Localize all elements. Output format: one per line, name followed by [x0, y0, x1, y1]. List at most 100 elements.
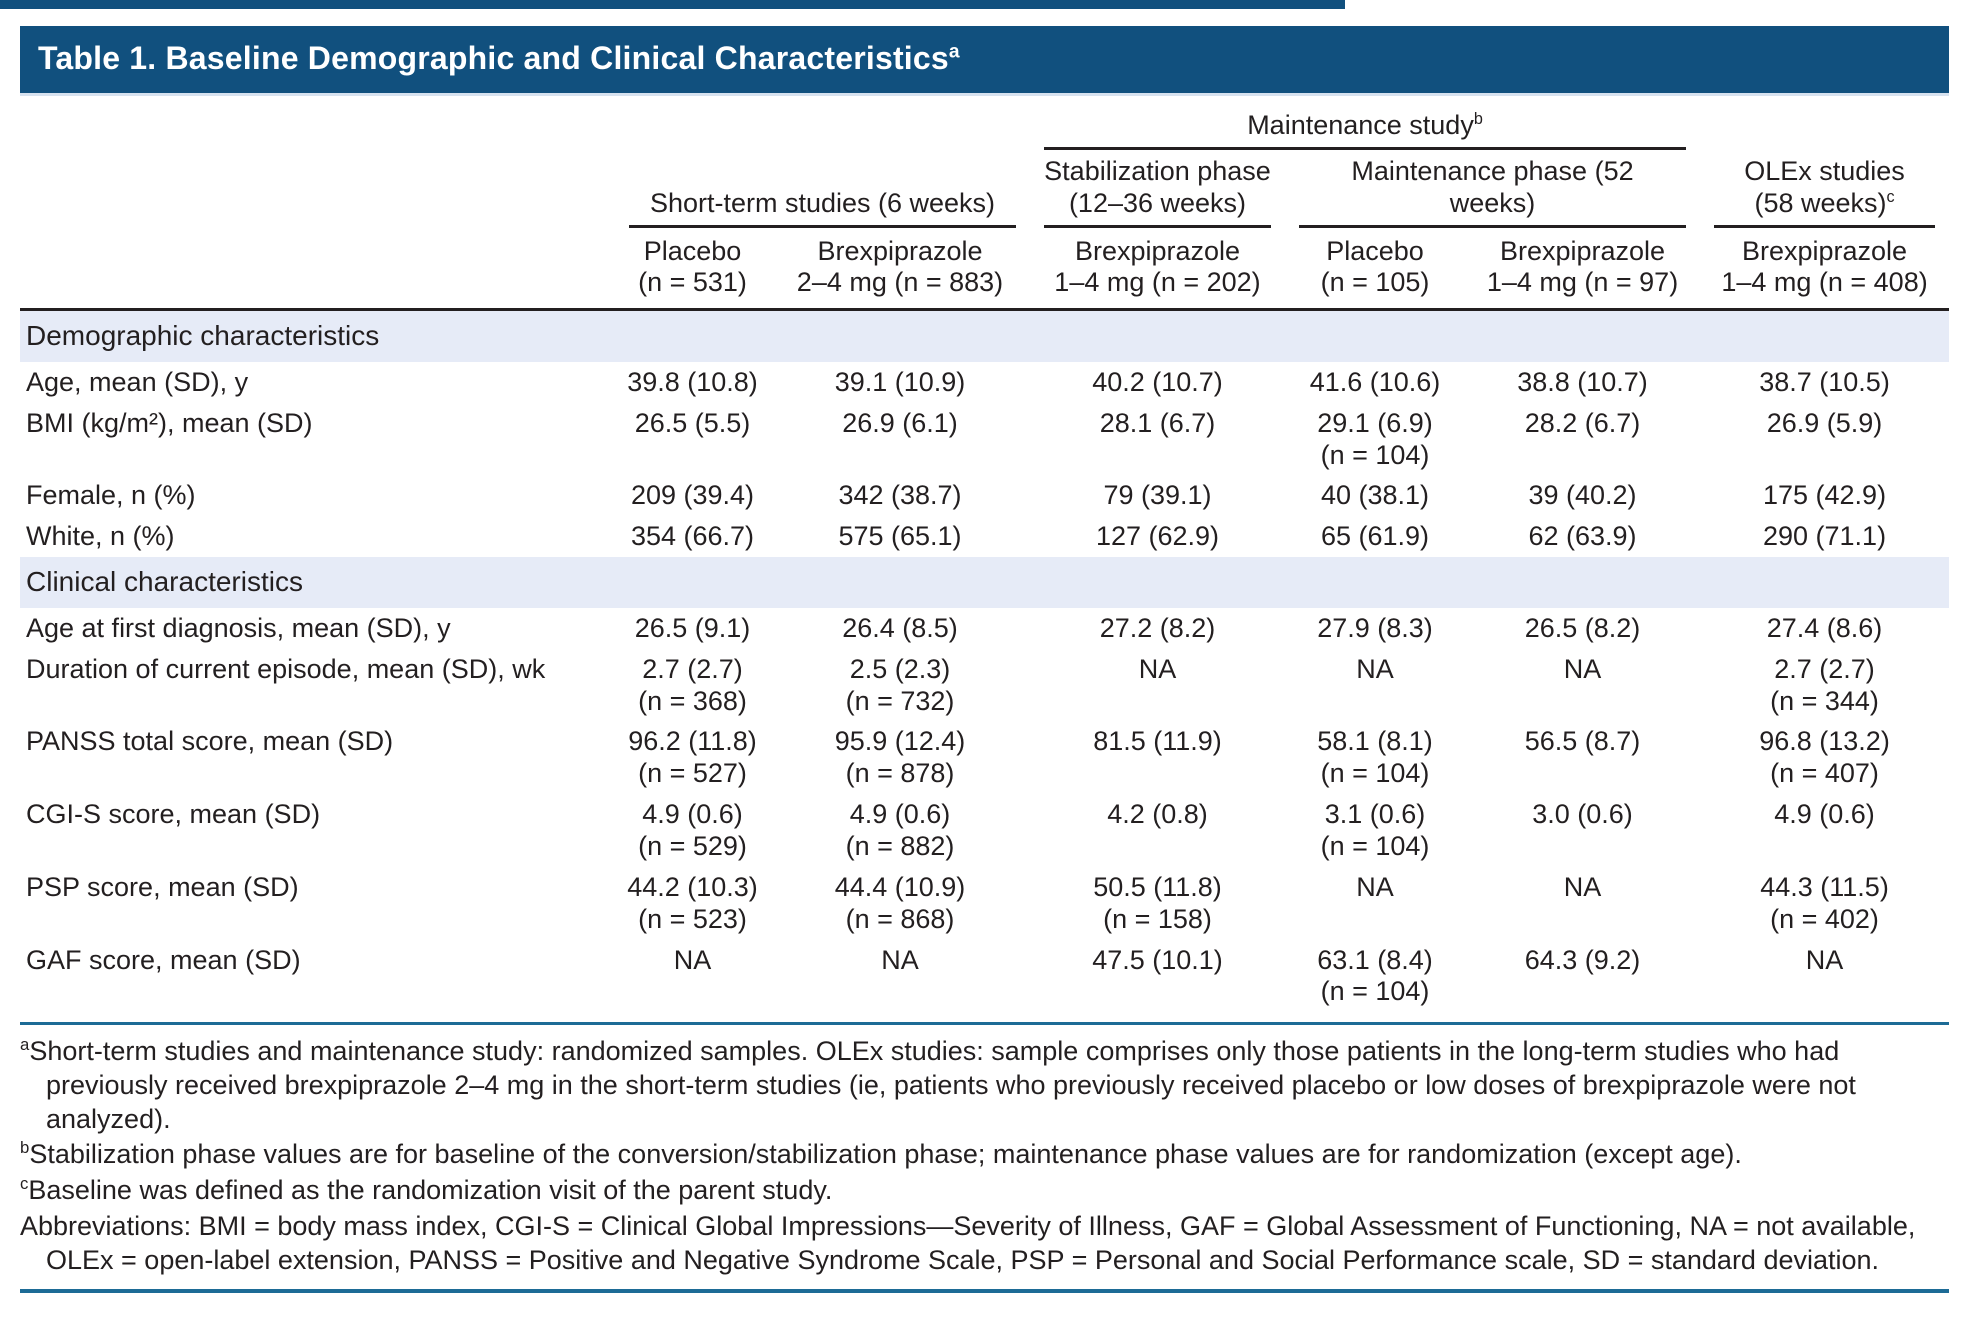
row-label: PSP score, mean (SD)	[26, 871, 299, 902]
row-label: White, n (%)	[26, 521, 175, 552]
cell: 290 (71.1)	[1700, 516, 1949, 557]
cell-value: 3.1 (0.6)	[1324, 799, 1426, 830]
cell-value: 40 (38.1)	[1320, 480, 1430, 511]
section-label: Demographic characteristics	[20, 308, 1950, 362]
cell-value: 29.1 (6.9)	[1317, 407, 1433, 438]
cell: 41.6 (10.6)	[1285, 362, 1465, 403]
cell-value: 62 (63.9)	[1528, 521, 1637, 552]
cell: 28.2 (6.7)	[1465, 403, 1700, 476]
table-row-age-first-diagnosis: Age at first diagnosis, mean (SD), y 26.…	[20, 608, 1949, 649]
header-olex-studies: OLEx studies (58 weeks)c	[1700, 150, 1949, 228]
cell: 27.4 (8.6)	[1700, 608, 1949, 649]
cell-value: 39 (40.2)	[1528, 480, 1637, 511]
table-title-bar: Table 1. Baseline Demographic and Clinic…	[20, 26, 1949, 96]
cell: 4.9 (0.6) (n = 529)	[615, 794, 770, 867]
footnote-text: Stabilization phase values are for basel…	[29, 1139, 1742, 1170]
cell: 27.2 (8.2)	[1030, 608, 1285, 649]
row-label: Age at first diagnosis, mean (SD), y	[26, 612, 451, 643]
cell-value: 39.8 (10.8)	[627, 366, 758, 397]
cell: 65 (61.9)	[1285, 516, 1465, 557]
footnote-b: bStabilization phase values are for base…	[20, 1138, 1949, 1172]
header-spacer	[20, 150, 615, 228]
cell-value: 26.5 (8.2)	[1524, 612, 1641, 643]
cell: 28.1 (6.7)	[1030, 403, 1285, 476]
cell: 2.7 (2.7) (n = 344)	[1700, 649, 1949, 722]
cell-subvalue: (n = 368)	[638, 685, 747, 716]
cell-value: 27.9 (8.3)	[1317, 612, 1433, 643]
column-header-line1: Brexpiprazole	[817, 235, 983, 266]
cell-value: 47.5 (10.1)	[1092, 944, 1223, 975]
cell-value: 3.0 (0.6)	[1532, 799, 1633, 830]
cell: NA	[770, 940, 1030, 1013]
cell-value: 290 (71.1)	[1762, 521, 1887, 552]
column-header-line2: (n = 105)	[1320, 267, 1430, 298]
table-title: Table 1. Baseline Demographic and Clinic…	[38, 40, 949, 76]
footnote-marker: b	[20, 1138, 30, 1158]
table-row-duration-current-episode: Duration of current episode, mean (SD), …	[20, 649, 1949, 722]
header-row-study-group: Maintenance studyb	[20, 100, 1949, 150]
cell-value: 127 (62.9)	[1095, 521, 1220, 552]
row-label: CGI-S score, mean (SD)	[26, 799, 321, 830]
footnote-marker: c	[20, 1174, 29, 1194]
cell: 29.1 (6.9) (n = 104)	[1285, 403, 1465, 476]
cell: 96.2 (11.8) (n = 527)	[615, 721, 770, 794]
cell: 342 (38.7)	[770, 475, 1030, 516]
cell-subvalue: (n = 878)	[845, 758, 955, 789]
row-label: Female, n (%)	[26, 480, 196, 511]
column-header-line2: (n = 531)	[638, 267, 747, 298]
cell-value: 26.9 (6.1)	[842, 407, 958, 438]
cell: 354 (66.7)	[615, 516, 770, 557]
cell: NA	[1700, 940, 1949, 1013]
table-row-age: Age, mean (SD), y 39.8 (10.8) 39.1 (10.9…	[20, 362, 1949, 403]
cell-value: 26.4 (8.5)	[842, 612, 958, 643]
cell: 44.2 (10.3) (n = 523)	[615, 867, 770, 940]
cell: 2.7 (2.7) (n = 368)	[615, 649, 770, 722]
cell-value: 44.4 (10.9)	[834, 871, 966, 902]
column-header-brexpiprazole-short-term: Brexpiprazole 2–4 mg (n = 883)	[770, 228, 1030, 310]
olex-studies-footnote-marker: c	[1886, 187, 1895, 206]
maintenance-study-footnote-marker: b	[1473, 110, 1483, 128]
cell-value: 44.3 (11.5)	[1760, 871, 1889, 902]
header-spacer	[20, 100, 1030, 150]
header-maintenance-phase: Maintenance phase (52 weeks)	[1285, 150, 1700, 228]
column-header-line2: 1–4 mg (n = 202)	[1054, 267, 1261, 298]
cell: 175 (42.9)	[1700, 475, 1949, 516]
cell-value: 44.2 (10.3)	[627, 871, 758, 902]
cell-value: 342 (38.7)	[838, 480, 962, 511]
cell: 209 (39.4)	[615, 475, 770, 516]
column-header-line1: Placebo	[643, 235, 742, 266]
cell: 64.3 (9.2)	[1465, 940, 1700, 1013]
footnote-text: Short-term studies and maintenance study…	[29, 1036, 1856, 1134]
cell: 44.3 (11.5) (n = 402)	[1700, 867, 1949, 940]
footnote-text: Baseline was defined as the randomizatio…	[28, 1175, 833, 1206]
cell-subvalue: (n = 158)	[1103, 903, 1212, 934]
cell-value: 2.5 (2.3)	[849, 653, 951, 684]
cell-subvalue: (n = 104)	[1320, 758, 1430, 789]
cell: 39 (40.2)	[1465, 475, 1700, 516]
table-row-cgi-s: CGI-S score, mean (SD) 4.9 (0.6) (n = 529…	[20, 794, 1949, 867]
cell-value: 50.5 (11.8)	[1093, 871, 1222, 902]
cell: 39.8 (10.8)	[615, 362, 770, 403]
bottom-rule	[20, 1289, 1949, 1294]
olex-studies-label-line1: OLEx studies	[1744, 155, 1905, 186]
header-row-arms: Placebo (n = 531) Brexpiprazole 2–4 mg (n …	[20, 228, 1949, 310]
cell-value: 81.5 (11.9)	[1093, 726, 1222, 757]
table-row-female: Female, n (%) 209 (39.4) 342 (38.7) 79 (…	[20, 475, 1949, 516]
cell: 2.5 (2.3) (n = 732)	[770, 649, 1030, 722]
cell-value: 26.5 (9.1)	[634, 612, 751, 643]
table-row-psp: PSP score, mean (SD) 44.2 (10.3) (n = 523…	[20, 867, 1949, 940]
cell-subvalue: (n = 407)	[1770, 758, 1879, 789]
cell-value: 56.5 (8.7)	[1524, 726, 1641, 757]
cell-value: 38.7 (10.5)	[1759, 366, 1890, 397]
cell-value: 354 (66.7)	[630, 521, 755, 552]
cell-value: 4.9 (0.6)	[642, 799, 743, 830]
cell: NA	[1465, 867, 1700, 940]
cell: 62 (63.9)	[1465, 516, 1700, 557]
cell-value: 96.2 (11.8)	[628, 726, 757, 757]
cell: 39.1 (10.9)	[770, 362, 1030, 403]
cell-value: NA	[1563, 653, 1602, 684]
cell: 26.4 (8.5)	[770, 608, 1030, 649]
cell: NA	[615, 940, 770, 1013]
row-label: BMI (kg/m²), mean (SD)	[26, 407, 313, 438]
header-row-phase: Short-term studies (6 weeks) Stabilizati…	[20, 150, 1949, 228]
